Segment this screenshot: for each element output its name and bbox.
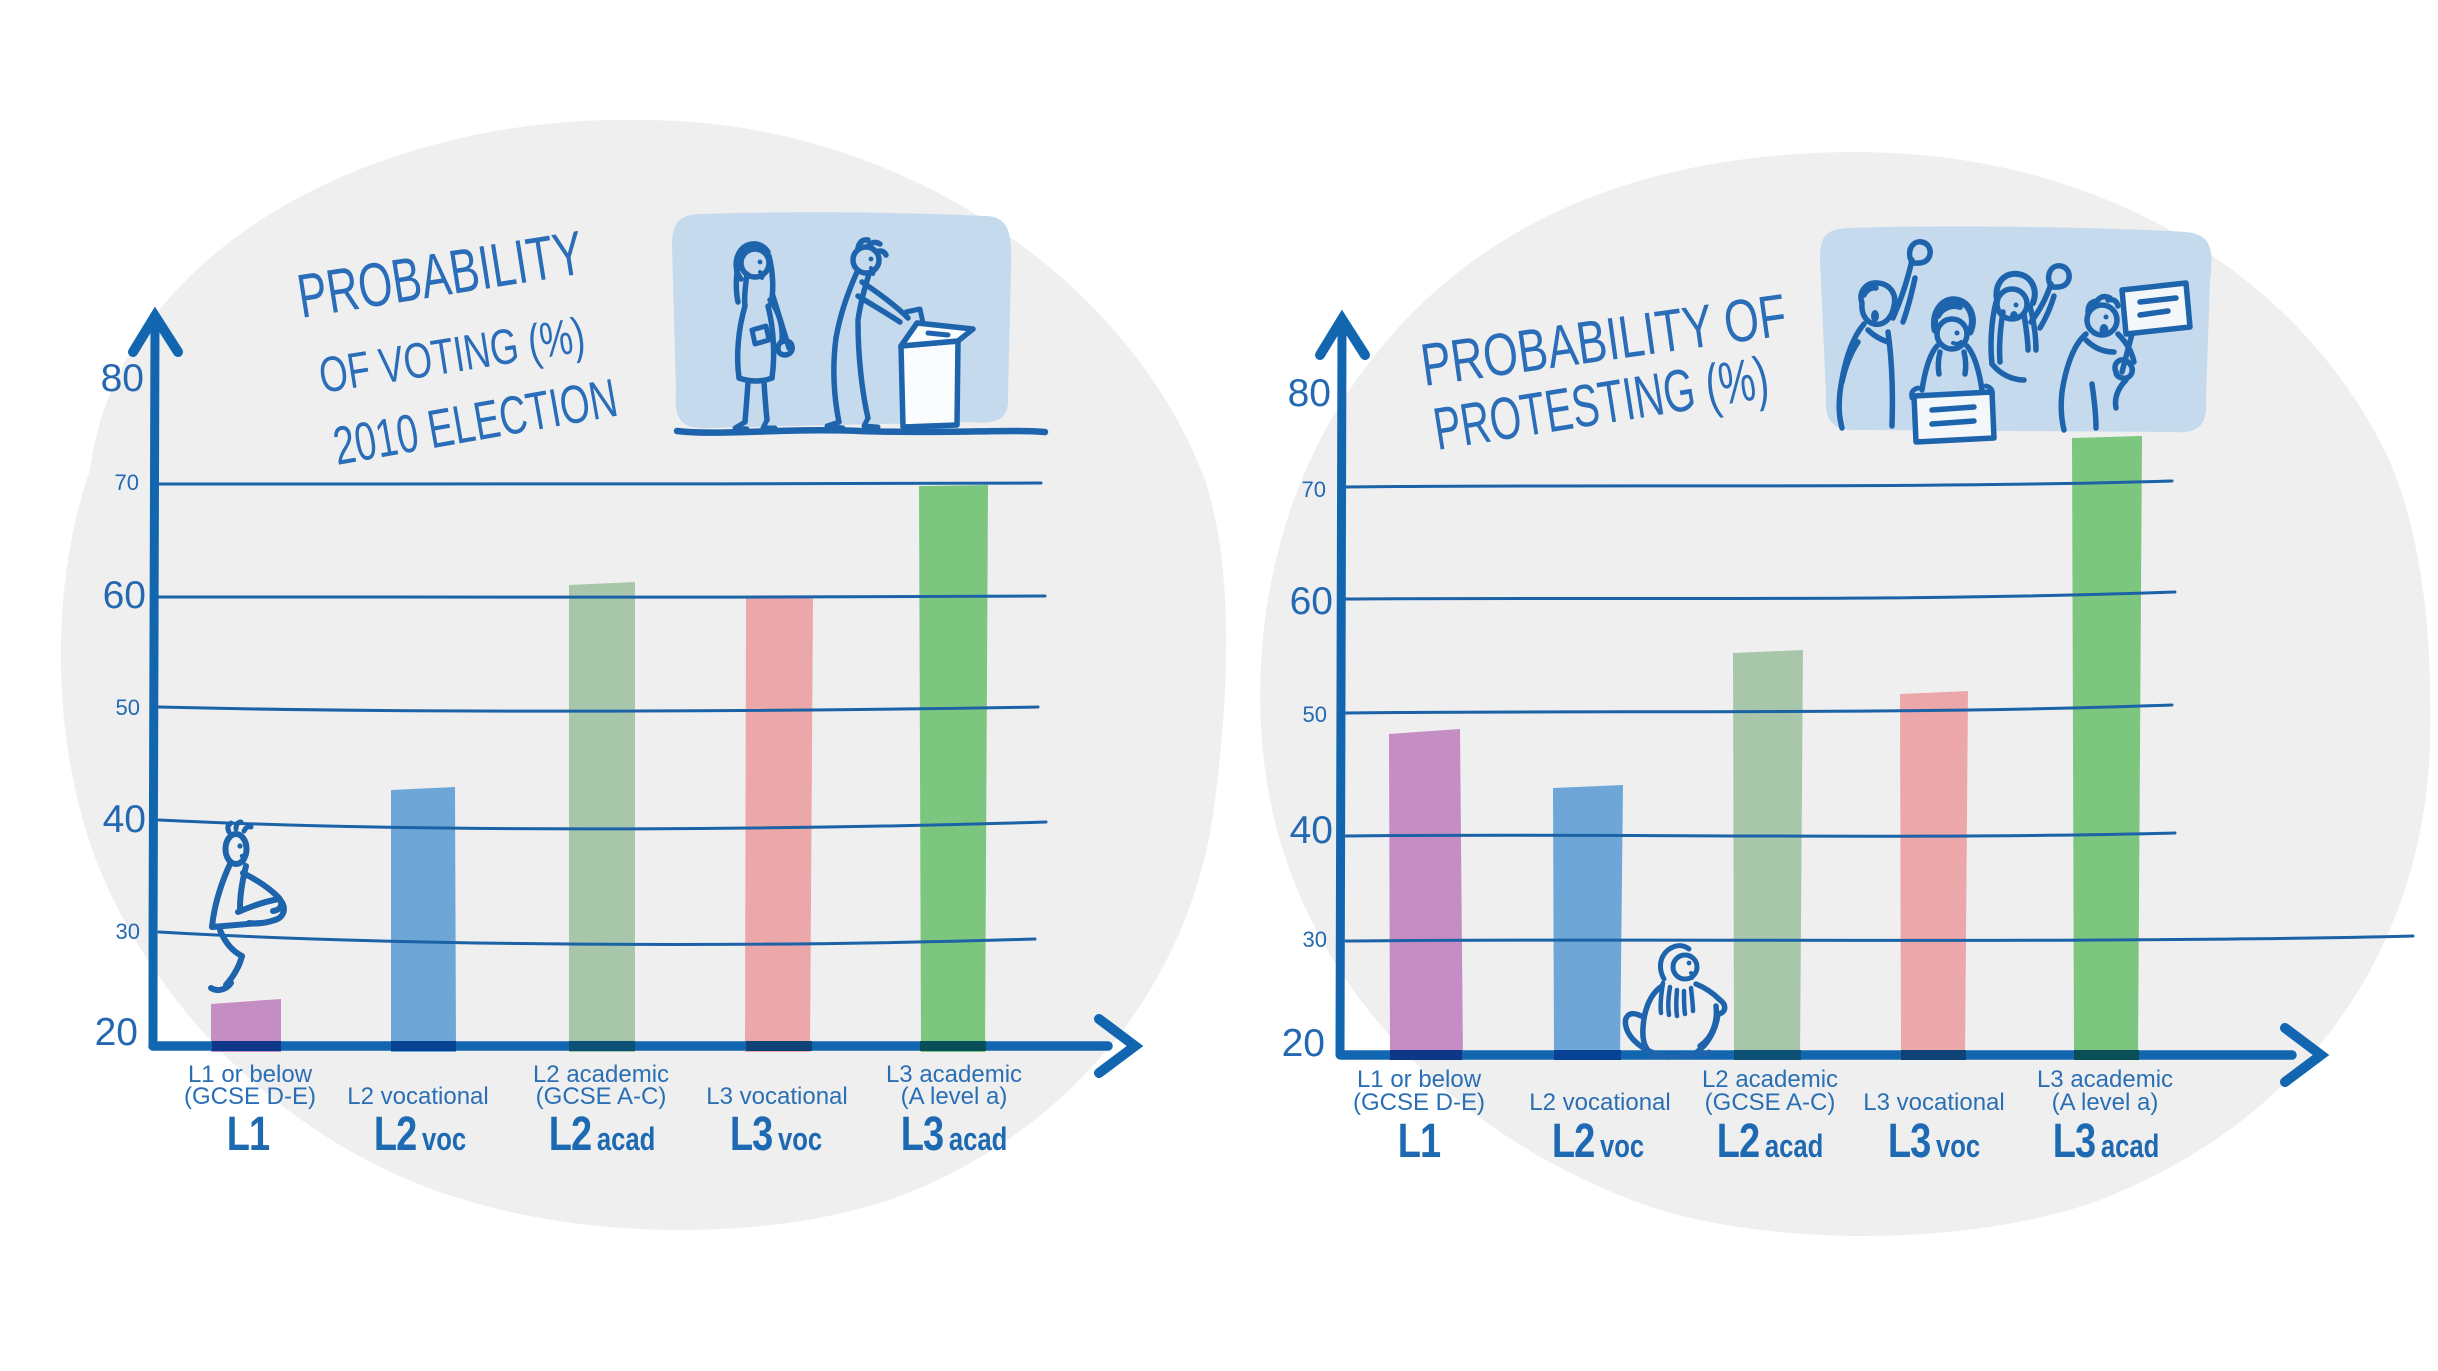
svg-text:50: 50 [1303, 702, 1327, 727]
svg-text:(GCSE D-E): (GCSE D-E) [184, 1083, 316, 1110]
svg-text:70: 70 [115, 470, 139, 495]
svg-text:(GCSE D-E): (GCSE D-E) [1353, 1089, 1485, 1116]
svg-text:L1 or below: L1 or below [188, 1061, 313, 1088]
svg-text:L2 vocational: L2 vocational [347, 1083, 488, 1110]
svg-text:L3 vocational: L3 vocational [706, 1083, 847, 1110]
svg-text:70: 70 [1302, 477, 1326, 502]
svg-text:50: 50 [116, 695, 140, 720]
svg-text:40: 40 [1290, 809, 1333, 852]
svg-text:30: 30 [1303, 927, 1327, 952]
svg-text:L1 or below: L1 or below [1357, 1066, 1482, 1093]
svg-text:(GCSE A-C): (GCSE A-C) [1705, 1089, 1836, 1116]
svg-text:20: 20 [1282, 1022, 1325, 1065]
svg-text:L2 vocational: L2 vocational [1529, 1089, 1670, 1116]
svg-text:60: 60 [1290, 580, 1333, 623]
svg-text:L3 academic: L3 academic [886, 1061, 1022, 1088]
svg-text:L3 academic: L3 academic [2037, 1066, 2173, 1093]
svg-text:(A level a): (A level a) [2052, 1089, 2159, 1116]
svg-text:(GCSE A-C): (GCSE A-C) [536, 1083, 667, 1110]
svg-text:80: 80 [1288, 372, 1331, 415]
svg-text:L1: L1 [1398, 1115, 1440, 1168]
svg-text:40: 40 [103, 798, 146, 841]
svg-text:(A level a): (A level a) [901, 1083, 1008, 1110]
svg-text:L3 vocational: L3 vocational [1863, 1089, 2004, 1116]
svg-text:20: 20 [95, 1011, 138, 1054]
svg-text:L2 academic: L2 academic [533, 1061, 669, 1088]
svg-text:30: 30 [116, 919, 140, 944]
svg-text:80: 80 [101, 357, 144, 400]
svg-text:L2 academic: L2 academic [1702, 1066, 1838, 1093]
svg-text:60: 60 [103, 574, 146, 617]
svg-text:L1: L1 [227, 1108, 269, 1161]
